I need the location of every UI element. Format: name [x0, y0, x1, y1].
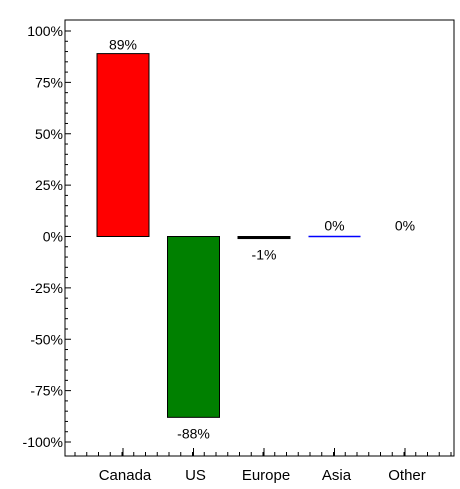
y-tick-label: 25%	[35, 177, 63, 193]
x-tick-label: US	[185, 467, 206, 484]
value-label: -88%	[177, 425, 210, 441]
x-tick-label: Canada	[99, 467, 152, 484]
value-label: 89%	[109, 37, 137, 53]
bar	[237, 236, 291, 240]
x-tick-label: Asia	[322, 467, 352, 484]
bar	[167, 236, 220, 418]
y-axis: 100% 75% 50% 25% 0% -25% -50% -75% -100%	[23, 23, 71, 450]
y-tick-label: 0%	[43, 229, 63, 245]
y-tick-label: -50%	[30, 331, 63, 347]
x-tick-label: Europe	[242, 467, 290, 484]
data-labels: 89% -88% -1% 0% 0%	[109, 37, 415, 442]
y-tick-label: 75%	[35, 74, 63, 90]
y-tick-label: -25%	[30, 280, 63, 296]
value-label: 0%	[324, 218, 344, 234]
y-tick-label: 50%	[35, 126, 63, 142]
bars	[96, 53, 361, 418]
x-axis: Canada US Europe Asia Other	[74, 448, 452, 484]
x-tick-label: Other	[388, 467, 426, 484]
bar	[96, 53, 150, 238]
plot-frame	[64, 19, 455, 457]
value-label: -1%	[252, 247, 277, 263]
y-tick-label: -100%	[23, 434, 63, 450]
y-tick-label: -75%	[30, 383, 63, 399]
y-tick-label: 100%	[27, 23, 63, 39]
value-label: 0%	[395, 218, 415, 234]
